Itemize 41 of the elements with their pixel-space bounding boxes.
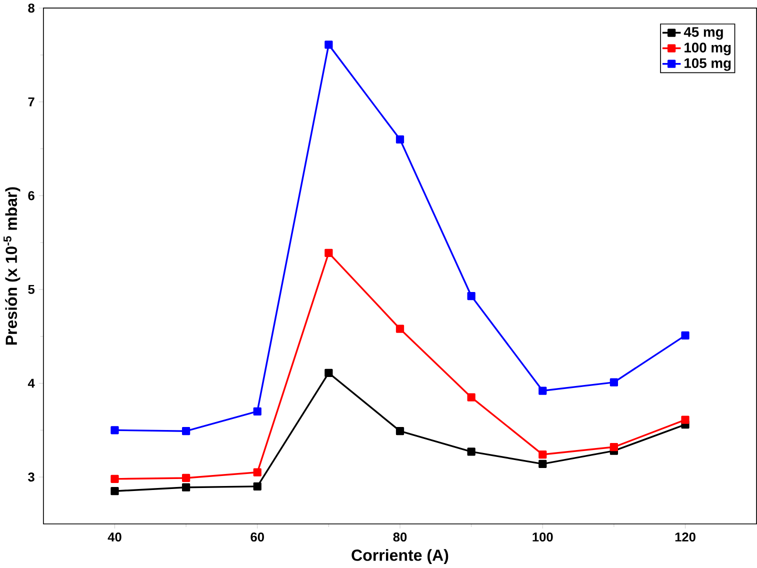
point bbox=[610, 443, 618, 452]
y-tick-label: 3 bbox=[28, 472, 34, 482]
point bbox=[681, 332, 690, 340]
point bbox=[110, 426, 119, 434]
point bbox=[110, 487, 119, 496]
point bbox=[182, 474, 190, 482]
x-tick-label: 60 bbox=[250, 532, 264, 542]
x-tick-label: 80 bbox=[393, 532, 407, 542]
x-tick-label: 120 bbox=[675, 532, 696, 542]
point bbox=[324, 369, 333, 378]
point bbox=[324, 40, 333, 49]
point bbox=[110, 475, 119, 484]
point bbox=[253, 408, 262, 416]
y-axis-title: Presión (x 10$^{-5}$ mbar) bbox=[4, 187, 20, 345]
point bbox=[467, 393, 476, 402]
x-tick-label: 40 bbox=[108, 532, 122, 542]
y-tick-label: 4 bbox=[28, 379, 35, 388]
point bbox=[610, 378, 618, 387]
point bbox=[253, 468, 262, 477]
point bbox=[538, 386, 547, 396]
point bbox=[182, 483, 190, 492]
point bbox=[538, 450, 547, 459]
point bbox=[324, 249, 333, 258]
point bbox=[396, 324, 404, 334]
x-tick-label: 100 bbox=[532, 532, 553, 542]
point bbox=[182, 427, 190, 436]
point bbox=[467, 448, 476, 456]
y-tick-label: 8 bbox=[28, 4, 34, 13]
x-axis-title: Corriente (A) bbox=[352, 549, 448, 564]
point bbox=[467, 292, 476, 300]
y-tick-label: 5 bbox=[28, 285, 35, 294]
point bbox=[538, 460, 547, 468]
point bbox=[396, 427, 404, 436]
y-tick-label: 6 bbox=[28, 191, 34, 200]
y-tick-label: 7 bbox=[28, 98, 34, 106]
point bbox=[681, 416, 690, 424]
point bbox=[396, 136, 404, 144]
legend-label: 105 mg bbox=[684, 58, 731, 72]
point bbox=[253, 482, 262, 491]
legend-label: 45 mg bbox=[684, 27, 723, 40]
legend-label: 100 mg bbox=[684, 42, 731, 56]
